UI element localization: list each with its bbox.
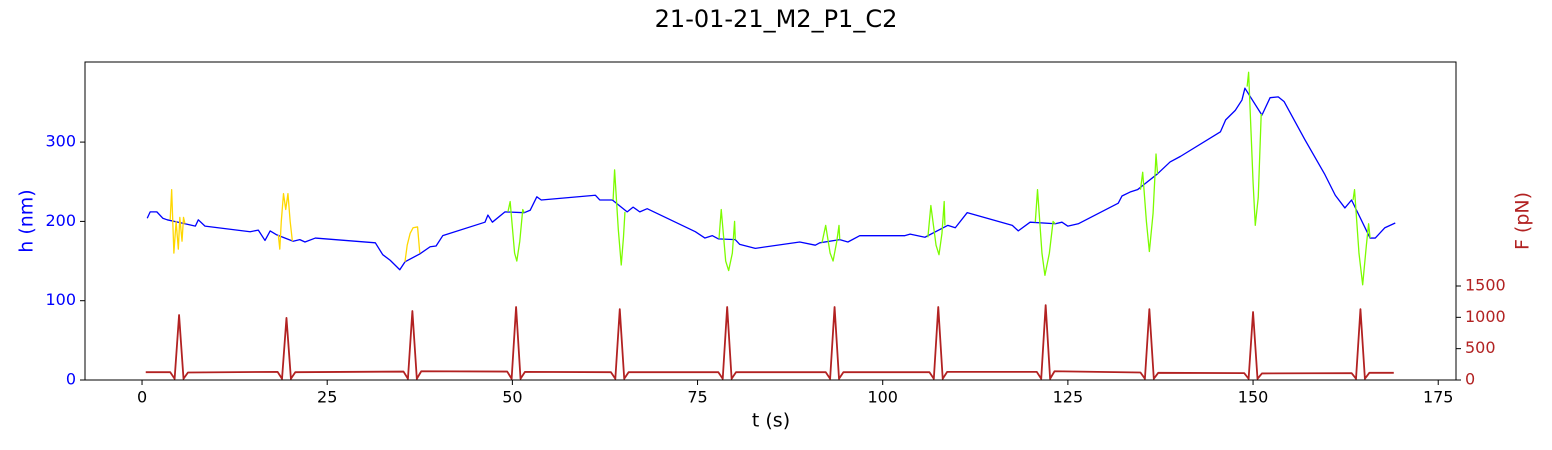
- data-line: [718, 208, 736, 272]
- x-tick-label: 100: [867, 388, 898, 407]
- y-tick-label: 100: [45, 290, 76, 309]
- x-tick-label: 0: [137, 388, 147, 407]
- x-tick-label: 25: [317, 388, 337, 407]
- data-line: [1246, 71, 1263, 227]
- data-line: [277, 192, 294, 250]
- chart-title: 21-01-21_M2_P1_C2: [655, 5, 898, 33]
- x-tick-label: 175: [1423, 388, 1454, 407]
- y-tick-label: 200: [45, 211, 76, 230]
- x-axis-label: t (s): [752, 410, 790, 432]
- data-line: [1139, 153, 1159, 253]
- y-tick-label: 0: [66, 370, 76, 389]
- data-line: [146, 87, 1396, 271]
- data-line: [404, 226, 421, 262]
- y2-tick-label: 0: [1465, 370, 1475, 389]
- data-line: [927, 200, 946, 256]
- y2-tick-label: 1500: [1465, 275, 1506, 294]
- x-tick-label: 75: [687, 388, 707, 407]
- data-line: [1034, 189, 1056, 276]
- data-line: [169, 189, 186, 254]
- y2-tick-label: 1000: [1465, 307, 1506, 326]
- y-tick-label: 300: [45, 132, 76, 151]
- data-line: [145, 304, 1394, 380]
- y-axis-label: h (nm): [16, 189, 38, 252]
- plot-frame: [84, 61, 1457, 381]
- data-line: [612, 169, 626, 266]
- x-tick-label: 125: [1053, 388, 1084, 407]
- data-line: [821, 224, 841, 262]
- y2-axis-label: F (pN): [1512, 192, 1534, 250]
- x-tick-label: 150: [1238, 388, 1269, 407]
- data-line: [507, 200, 525, 262]
- y2-tick-label: 500: [1465, 338, 1496, 357]
- data-line: [1352, 189, 1371, 286]
- x-tick-label: 50: [502, 388, 522, 407]
